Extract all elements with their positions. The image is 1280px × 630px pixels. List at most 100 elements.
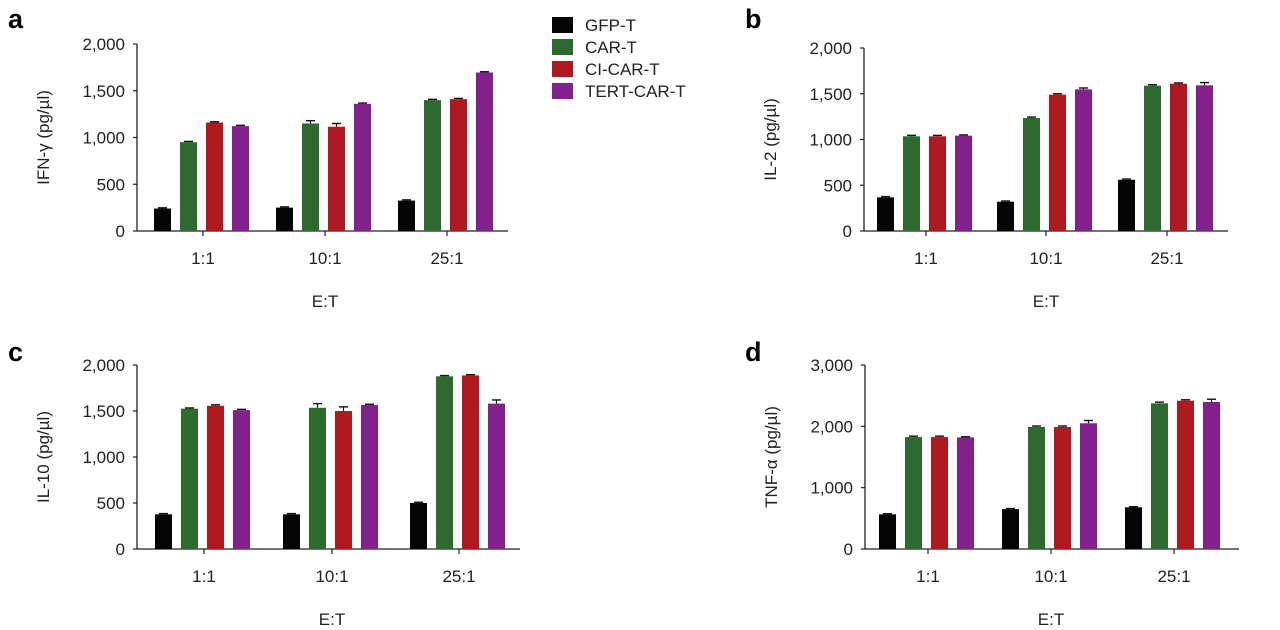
bar-ci-car-t-1-1 [929, 136, 946, 231]
y-tick-label: 3,000 [810, 356, 853, 375]
bar-gfp-t-10-1 [276, 207, 293, 231]
y-tick-label: 0 [116, 540, 125, 559]
panel-a: a 0 500 1,000 1,500 2,000 IFN-γ (pg/µl) 1:1 10:1… [8, 4, 508, 311]
x-tick-label: 1:1 [914, 249, 938, 268]
legend-swatch-ci-car-t [552, 61, 573, 77]
bar-car-t-25-1 [436, 376, 453, 549]
bar-car-t-25-1 [1151, 403, 1168, 549]
x-tick-label: 1:1 [916, 567, 940, 586]
bar-tert-car-t-10-1 [354, 103, 371, 231]
legend-label: CI-CAR-T [585, 60, 660, 79]
bar-gfp-t-10-1 [1002, 509, 1019, 549]
x-axis-label: E:T [319, 610, 345, 629]
x-tick-label: 25:1 [1157, 567, 1190, 586]
y-tick-label: 500 [97, 175, 125, 194]
bar-car-t-10-1 [302, 123, 319, 231]
bar-ci-car-t-25-1 [450, 99, 467, 231]
bar-car-t-25-1 [424, 100, 441, 231]
y-tick-label: 500 [824, 176, 852, 195]
x-axis-label: E:T [1038, 610, 1064, 629]
x-tick-label: 10:1 [1029, 249, 1062, 268]
bar-gfp-t-25-1 [1118, 179, 1135, 231]
y-tick-label: 1,000 [809, 131, 852, 150]
x-tick-label: 25:1 [430, 249, 463, 268]
legend-swatch-gfp-t [552, 17, 573, 33]
bar-tert-car-t-25-1 [1196, 85, 1213, 231]
legend: GFP-T CAR-T CI-CAR-T TERT-CAR-T [552, 16, 686, 101]
y-tick-label: 1,000 [82, 129, 125, 148]
y-tick-label: 1,500 [82, 82, 125, 101]
bar-ci-car-t-10-1 [328, 126, 345, 231]
panel-c: c 0 500 1,000 1,500 2,000 IL-10 (pg/µl) 1:1 10:1… [8, 337, 520, 629]
y-tick-label: 0 [843, 222, 852, 241]
bar-car-t-10-1 [309, 407, 326, 549]
x-tick-label: 1:1 [191, 249, 215, 268]
bar-tert-car-t-25-1 [1203, 401, 1220, 549]
bar-car-t-10-1 [1028, 426, 1045, 549]
panel-b: b 0 500 1,000 1,500 2,000 IL-2 (pg/µl) 1:1 10:1 2… [745, 4, 1228, 311]
y-tick-label: 1,500 [82, 402, 125, 421]
x-axis-label: E:T [312, 292, 338, 311]
bar-car-t-10-1 [1023, 117, 1040, 231]
y-tick-label: 2,000 [810, 417, 853, 436]
y-tick-label: 1,500 [809, 85, 852, 104]
y-tick-label: 0 [844, 540, 853, 559]
y-axis-label: IL-10 (pg/µl) [34, 411, 53, 503]
bar-gfp-t-25-1 [410, 503, 427, 549]
legend-swatch-car-t [552, 39, 573, 55]
bar-gfp-t-1-1 [154, 208, 171, 231]
bar-tert-car-t-1-1 [957, 437, 974, 549]
x-tick-label: 10:1 [315, 567, 348, 586]
legend-label: CAR-T [585, 38, 637, 57]
y-tick-label: 2,000 [82, 356, 125, 375]
y-axis-label: TNF-α (pg/µl) [762, 406, 781, 508]
bar-car-t-25-1 [1144, 85, 1161, 231]
y-tick-label: 1,000 [810, 479, 853, 498]
panel-letter: d [745, 337, 762, 367]
bar-gfp-t-10-1 [997, 201, 1014, 231]
bar-ci-car-t-1-1 [207, 405, 224, 549]
bar-tert-car-t-10-1 [1075, 89, 1092, 231]
bar-tert-car-t-25-1 [476, 72, 493, 231]
bar-car-t-1-1 [180, 142, 197, 231]
bar-ci-car-t-25-1 [462, 375, 479, 549]
y-tick-label: 2,000 [809, 39, 852, 58]
bar-car-t-1-1 [905, 437, 922, 549]
bar-gfp-t-25-1 [1125, 507, 1142, 549]
y-tick-label: 2,000 [82, 35, 125, 54]
panel-letter: c [8, 337, 23, 367]
bar-gfp-t-10-1 [283, 514, 300, 549]
x-axis-label: E:T [1033, 292, 1059, 311]
panel-letter: b [745, 4, 762, 34]
bar-ci-car-t-10-1 [1054, 426, 1071, 549]
x-tick-label: 25:1 [1150, 249, 1183, 268]
bar-tert-car-t-25-1 [488, 403, 505, 549]
bar-gfp-t-25-1 [398, 200, 415, 231]
bar-tert-car-t-1-1 [233, 410, 250, 549]
bar-ci-car-t-1-1 [931, 437, 948, 549]
bar-ci-car-t-10-1 [335, 411, 352, 549]
bar-ci-car-t-25-1 [1170, 83, 1187, 231]
bar-ci-car-t-10-1 [1049, 94, 1066, 231]
bar-car-t-1-1 [181, 408, 198, 549]
legend-swatch-tert-car-t [552, 83, 573, 99]
bar-tert-car-t-10-1 [1080, 423, 1097, 549]
x-tick-label: 10:1 [308, 249, 341, 268]
bar-car-t-1-1 [903, 136, 920, 231]
y-tick-label: 0 [116, 222, 125, 241]
y-tick-label: 1,000 [82, 448, 125, 467]
y-axis-label: IL-2 (pg/µl) [761, 98, 780, 181]
bar-tert-car-t-1-1 [955, 135, 972, 231]
bar-tert-car-t-10-1 [361, 405, 378, 549]
bar-gfp-t-1-1 [155, 514, 172, 549]
bar-ci-car-t-1-1 [206, 122, 223, 231]
y-tick-label: 500 [97, 494, 125, 513]
bar-tert-car-t-1-1 [232, 126, 249, 231]
bar-gfp-t-1-1 [879, 514, 896, 549]
legend-label: TERT-CAR-T [585, 82, 686, 101]
bar-gfp-t-1-1 [877, 197, 894, 231]
panel-letter: a [8, 4, 24, 34]
bar-ci-car-t-25-1 [1177, 400, 1194, 549]
legend-label: GFP-T [585, 16, 636, 35]
